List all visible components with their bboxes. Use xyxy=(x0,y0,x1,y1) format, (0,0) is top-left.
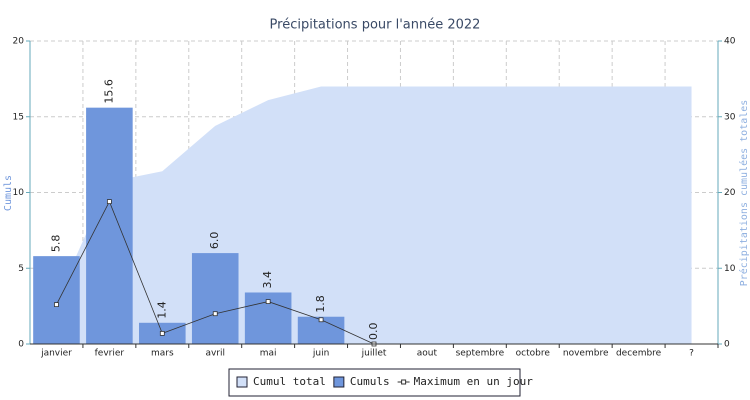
y2-tick-label: 0 xyxy=(724,340,730,350)
legend-box xyxy=(228,368,521,397)
x-tick-label: mars xyxy=(151,349,174,359)
value-label: 0.0 xyxy=(367,323,380,341)
line-marker xyxy=(106,199,112,204)
legend-swatch xyxy=(333,376,345,388)
plot xyxy=(33,86,692,347)
legend-label: Cumuls xyxy=(350,375,390,388)
x-tick-label: novembre xyxy=(563,349,609,359)
line-marker xyxy=(318,317,324,323)
value-label: 15.6 xyxy=(102,79,115,104)
legend-swatch xyxy=(401,379,407,385)
x-tick-label: avril xyxy=(205,349,225,359)
legend-label: Cumul total xyxy=(253,375,326,388)
x-tick-label: septembre xyxy=(456,349,505,359)
line-marker xyxy=(159,330,165,336)
y-axis-label: Cumuls xyxy=(3,175,14,211)
y-tick-label: 5 xyxy=(18,264,24,274)
x-tick-label: octobre xyxy=(516,349,551,359)
x-tick-label: juillet xyxy=(361,349,387,359)
y2-tick-label: 20 xyxy=(724,188,736,198)
x-tick-label: janvier xyxy=(40,349,72,359)
y-tick-label: 10 xyxy=(13,188,25,198)
y-tick-label: 20 xyxy=(13,37,25,47)
line-marker xyxy=(212,311,218,317)
legend-swatch xyxy=(236,376,248,388)
y2-axis-label: Précipitations cumulées totales xyxy=(738,100,750,287)
value-label: 1.8 xyxy=(314,295,327,313)
value-label: 3.4 xyxy=(261,271,274,289)
line-marker xyxy=(54,302,59,308)
value-label: 6.0 xyxy=(208,232,221,250)
line-marker xyxy=(265,299,271,304)
bar xyxy=(86,107,133,344)
y2-tick-label: 10 xyxy=(724,264,736,274)
y-tick-label: 0 xyxy=(18,340,24,350)
area xyxy=(56,86,692,344)
value-label: 1.4 xyxy=(155,301,168,319)
x-tick-label: ? xyxy=(689,349,694,359)
x-tick-label: mai xyxy=(260,349,277,359)
value-label: 5.8 xyxy=(49,235,62,253)
x-tick-label: aout xyxy=(417,349,438,359)
y-tick-label: 15 xyxy=(13,112,24,122)
x-tick-label: juin xyxy=(312,349,329,359)
y2-tick-label: 40 xyxy=(724,37,736,47)
bar xyxy=(191,253,239,344)
x-tick-label: fevrier xyxy=(95,349,125,359)
chart-title: Précipitations pour l'année 2022 xyxy=(270,18,481,33)
x-tick-label: decembre xyxy=(616,349,662,359)
y2-tick-label: 30 xyxy=(724,112,736,122)
legend-label: Maximum en un jour xyxy=(414,375,534,388)
bar xyxy=(33,256,80,344)
